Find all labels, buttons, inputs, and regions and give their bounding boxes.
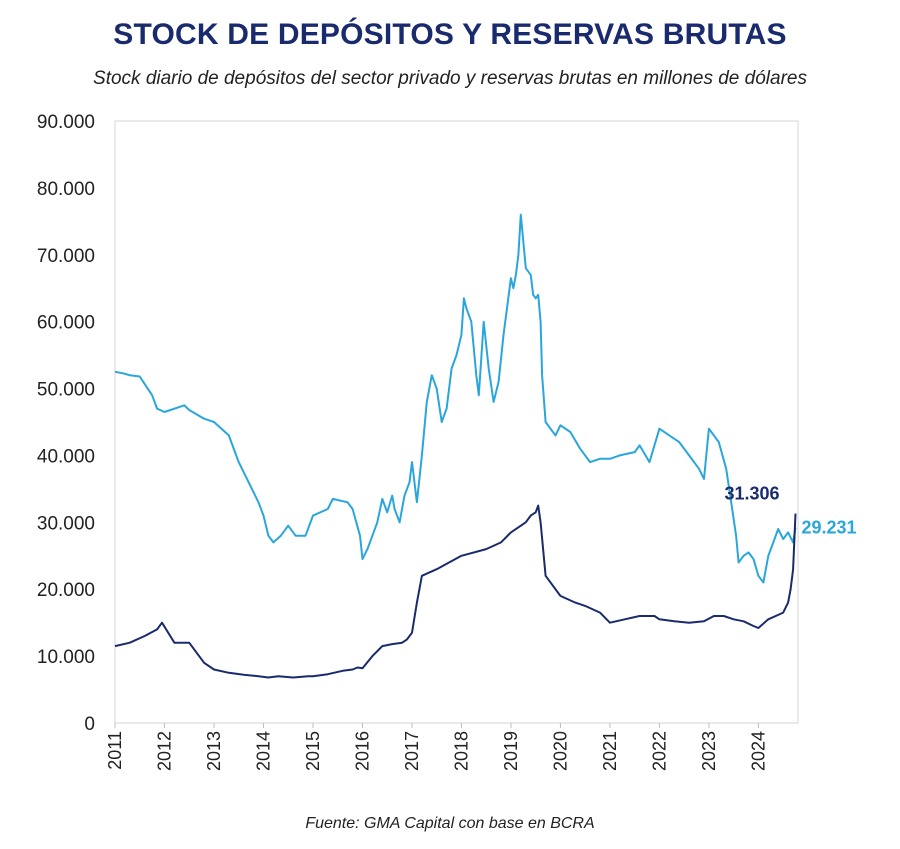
x-tick-label: 2024 xyxy=(748,731,768,771)
x-tick-label: 2016 xyxy=(352,731,372,771)
y-tick-label: 30.000 xyxy=(37,513,95,534)
end-labels: 29.231 31.306 xyxy=(724,484,856,538)
x-tick-label: 2018 xyxy=(451,731,471,771)
chart-source: Fuente: GMA Capital con base en BCRA xyxy=(305,815,595,832)
plot-area xyxy=(114,120,799,724)
x-axis: 2011 2012 2013 2014 2015 2016 2017 2018 2019 2020… xyxy=(105,723,768,771)
chart-subtitle: Stock diario de depósitos del sector pri… xyxy=(93,68,807,89)
series-line-depositos xyxy=(114,504,797,679)
y-tick-label: 90.000 xyxy=(37,112,95,133)
x-tick-label: 2023 xyxy=(699,731,719,771)
y-tick-label: 0 xyxy=(84,714,95,735)
end-value-label: 31.306 xyxy=(724,484,779,504)
y-tick-label: 10.000 xyxy=(37,647,95,668)
end-value-label: 29.231 xyxy=(802,517,857,537)
chart-title: STOCK DE DEPÓSITOS Y RESERVAS BRUTAS xyxy=(113,18,787,51)
series-group xyxy=(114,213,797,679)
y-tick-label: 40.000 xyxy=(37,446,95,467)
y-tick-label: 60.000 xyxy=(37,313,95,334)
x-tick-label: 2022 xyxy=(649,731,669,771)
y-tick-label: 20.000 xyxy=(37,580,95,601)
x-tick-label: 2020 xyxy=(550,731,570,771)
x-tick-label: 2021 xyxy=(600,731,620,771)
x-tick-label: 2013 xyxy=(204,731,224,771)
x-tick-label: 2012 xyxy=(154,731,174,771)
y-tick-label: 50.000 xyxy=(37,380,95,401)
y-axis: 0 10.000 20.000 30.000 40.000 50.000 60.000 70.… xyxy=(37,112,95,735)
x-tick-label: 2014 xyxy=(253,731,273,771)
x-tick-label: 2017 xyxy=(402,731,422,771)
y-tick-label: 80.000 xyxy=(37,179,95,200)
y-tick-label: 70.000 xyxy=(37,246,95,267)
x-tick-label: 2019 xyxy=(501,731,521,771)
x-tick-label: 2015 xyxy=(303,731,323,771)
series-line-reservas xyxy=(114,213,797,584)
x-tick-label: 2011 xyxy=(105,731,125,770)
